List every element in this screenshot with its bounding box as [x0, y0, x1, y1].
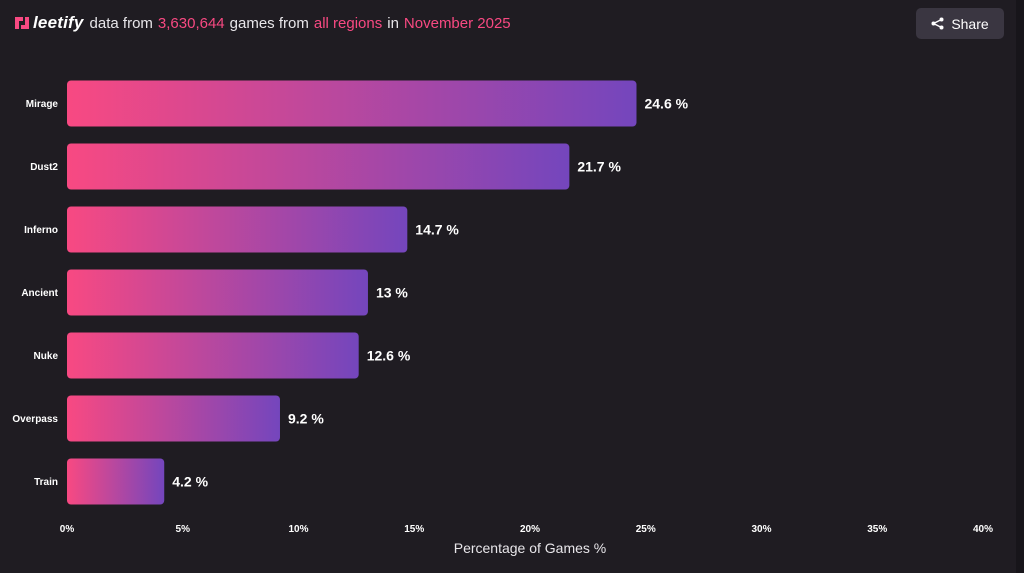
- bar-overpass[interactable]: [67, 395, 280, 442]
- category-label: Dust2: [30, 162, 58, 173]
- bar-nuke[interactable]: [67, 332, 359, 379]
- header-text-games-from: games from: [229, 14, 309, 32]
- category-label: Nuke: [34, 351, 59, 362]
- x-tick-label: 5%: [176, 524, 191, 535]
- x-tick-label: 10%: [288, 524, 308, 535]
- bar-dust2[interactable]: [67, 143, 570, 190]
- page-header: leetify data from 3,630,644 games from a…: [14, 12, 511, 34]
- value-label: 24.6 %: [644, 96, 688, 112]
- value-label: 9.2 %: [288, 411, 324, 427]
- x-tick-label: 15%: [404, 524, 424, 535]
- value-label: 21.7 %: [577, 159, 621, 175]
- games-count: 3,630,644: [157, 14, 225, 32]
- x-tick-label: 40%: [973, 524, 993, 535]
- leetify-logo[interactable]: leetify: [14, 13, 84, 33]
- value-label: 14.7 %: [415, 222, 459, 238]
- leetify-logo-icon: [15, 17, 29, 29]
- bar-inferno[interactable]: [67, 206, 408, 253]
- header-text-in: in: [387, 14, 399, 32]
- x-tick-label: 20%: [520, 524, 540, 535]
- x-tick-label: 0%: [60, 524, 75, 535]
- share-button-label: Share: [951, 15, 989, 32]
- header-text-data-from: data from: [89, 14, 153, 32]
- x-axis-title: Percentage of Games %: [454, 540, 607, 556]
- period-filter[interactable]: November 2025: [403, 14, 511, 32]
- value-label: 4.2 %: [172, 474, 208, 490]
- logo-text: leetify: [33, 13, 84, 32]
- category-label: Mirage: [26, 99, 59, 110]
- x-tick-label: 25%: [636, 524, 656, 535]
- value-label: 13 %: [376, 285, 408, 301]
- share-icon: [931, 17, 944, 30]
- bar-mirage[interactable]: [67, 80, 637, 127]
- category-label: Ancient: [21, 288, 58, 299]
- scrollbar-track: [1016, 0, 1024, 573]
- bar-ancient[interactable]: [67, 269, 368, 316]
- x-tick-label: 30%: [751, 524, 771, 535]
- category-label: Train: [34, 477, 58, 488]
- category-label: Inferno: [24, 225, 58, 236]
- bar-train[interactable]: [67, 458, 165, 505]
- x-tick-label: 35%: [867, 524, 887, 535]
- value-label: 12.6 %: [367, 348, 411, 364]
- regions-filter[interactable]: all regions: [313, 14, 383, 32]
- category-label: Overpass: [12, 414, 58, 425]
- share-button[interactable]: Share: [916, 8, 1004, 39]
